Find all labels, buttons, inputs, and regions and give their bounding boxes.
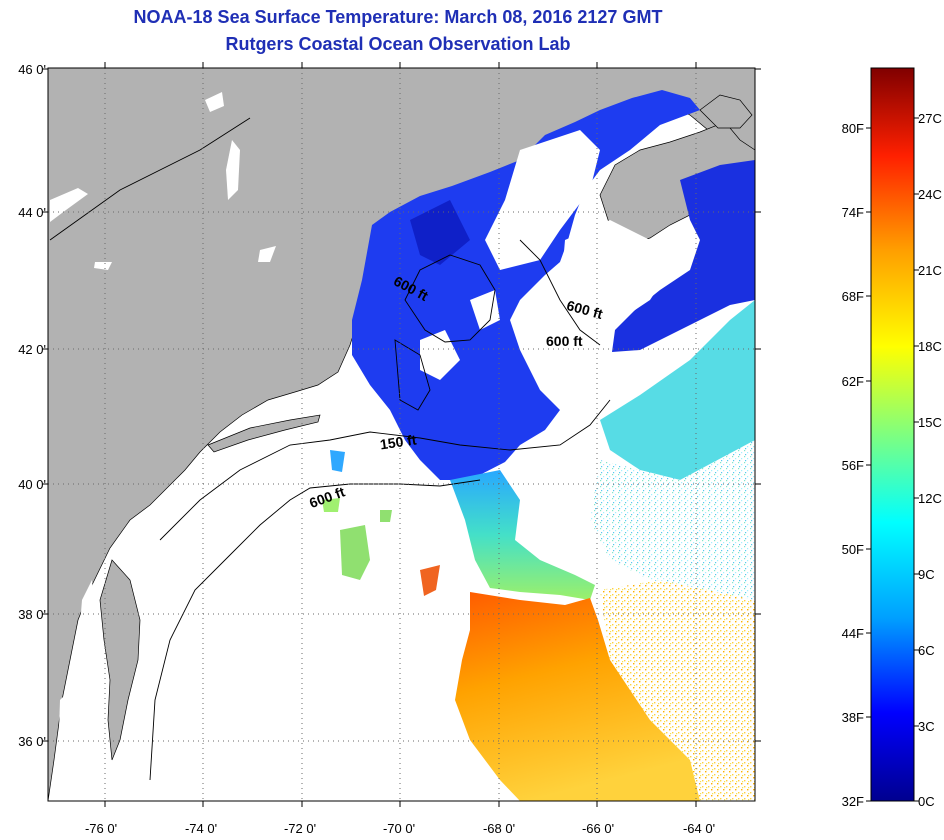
map-content: 600 ft 600 ft 600 ft 150 ft 600 ft [48, 68, 755, 801]
cb-label-12C: 12C [918, 491, 942, 506]
lon-label-70: -70 0' [383, 821, 415, 836]
axis-ticks [42, 62, 761, 807]
cb-label-50F: 50F [842, 542, 864, 557]
cb-label-27C: 27C [918, 111, 942, 126]
cb-label-9C: 9C [918, 567, 935, 582]
inland-water [50, 92, 276, 760]
graticule [48, 68, 755, 801]
cb-label-44F: 44F [842, 626, 864, 641]
contour-label-150ft: 150 ft [379, 431, 418, 452]
cb-label-38F: 38F [842, 710, 864, 725]
longitude-labels: -76 0' -74 0' -72 0' -70 0' -68 0' -66 0… [85, 821, 715, 836]
land-long-island [207, 414, 321, 453]
colorbar-ticks [866, 117, 919, 802]
lat-label-42: 42 0' [18, 342, 46, 357]
sst-transition-east [600, 300, 755, 480]
bathymetry-contours [49, 117, 611, 781]
latitude-labels: 46 0' 44 0' 42 0' 40 0' 38 0' 36 0' [18, 62, 46, 749]
sst-small-patches [322, 450, 440, 596]
land-delmarva [99, 559, 141, 761]
map-border [47, 67, 756, 802]
cb-label-6C: 6C [918, 643, 935, 658]
colorbar-fahrenheit-labels: 80F 74F 68F 62F 56F 50F 44F 38F 32F [842, 121, 864, 809]
cb-label-68F: 68F [842, 289, 864, 304]
sst-cold-gulf-of-maine [352, 90, 700, 480]
cb-label-18C: 18C [918, 339, 942, 354]
cb-label-24C: 24C [918, 187, 942, 202]
sst-cold-offshore-east [612, 160, 755, 352]
sst-warm-gulf-stream [455, 592, 700, 801]
cb-label-21C: 21C [918, 263, 942, 278]
lon-label-64: -64 0' [683, 821, 715, 836]
cb-label-80F: 80F [842, 121, 864, 136]
lon-label-66: -66 0' [582, 821, 614, 836]
cb-label-32F: 32F [842, 794, 864, 809]
land-cape-breton [699, 94, 753, 129]
sst-speckled-east [590, 440, 755, 600]
cloud-patches [420, 130, 670, 390]
lat-label-36: 36 0' [18, 734, 46, 749]
contour-label-600ft-georges: 600 ft [546, 333, 583, 349]
colorbar-celsius-labels: 27C 24C 21C 18C 15C 12C 9C 6C 3C 0C [918, 111, 942, 809]
cb-label-15C: 15C [918, 415, 942, 430]
lat-label-40: 40 0' [18, 477, 46, 492]
cb-label-62F: 62F [842, 374, 864, 389]
colorbar: 80F 74F 68F 62F 56F 50F 44F 38F 32F 27C … [842, 67, 942, 809]
cb-label-0C: 0C [918, 794, 935, 809]
lon-label-68: -68 0' [483, 821, 515, 836]
lon-label-74: -74 0' [185, 821, 217, 836]
lat-label-44: 44 0' [18, 205, 46, 220]
lat-label-38: 38 0' [18, 607, 46, 622]
colorbar-gradient [870, 67, 915, 802]
cb-label-74F: 74F [842, 205, 864, 220]
map-title: NOAA-18 Sea Surface Temperature: March 0… [133, 7, 663, 27]
lat-label-46: 46 0' [18, 62, 46, 77]
lon-label-72: -72 0' [284, 821, 316, 836]
sst-speckled-south [600, 580, 755, 801]
sst-deep-blue [410, 200, 470, 265]
cb-label-3C: 3C [918, 719, 935, 734]
map-subtitle: Rutgers Coastal Ocean Observation Lab [225, 34, 571, 54]
cb-label-56F: 56F [842, 458, 864, 473]
lon-label-76: -76 0' [85, 821, 117, 836]
map-frame: 600 ft 600 ft 600 ft 150 ft 600 ft [47, 67, 756, 802]
sst-transition-band [450, 470, 595, 600]
